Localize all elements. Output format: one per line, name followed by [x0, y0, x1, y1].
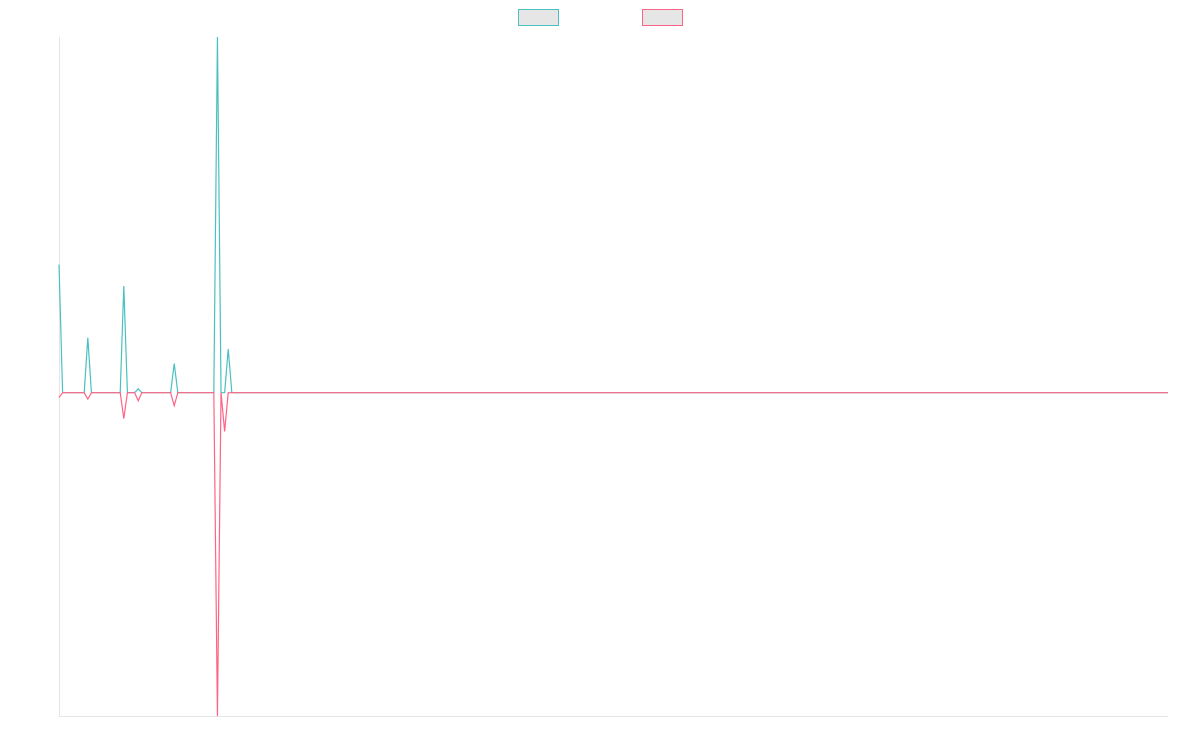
- legend-swatch: [642, 9, 683, 26]
- series-line: [58, 36, 1168, 394]
- series-line: [58, 392, 1168, 717]
- legend-swatch: [518, 9, 559, 26]
